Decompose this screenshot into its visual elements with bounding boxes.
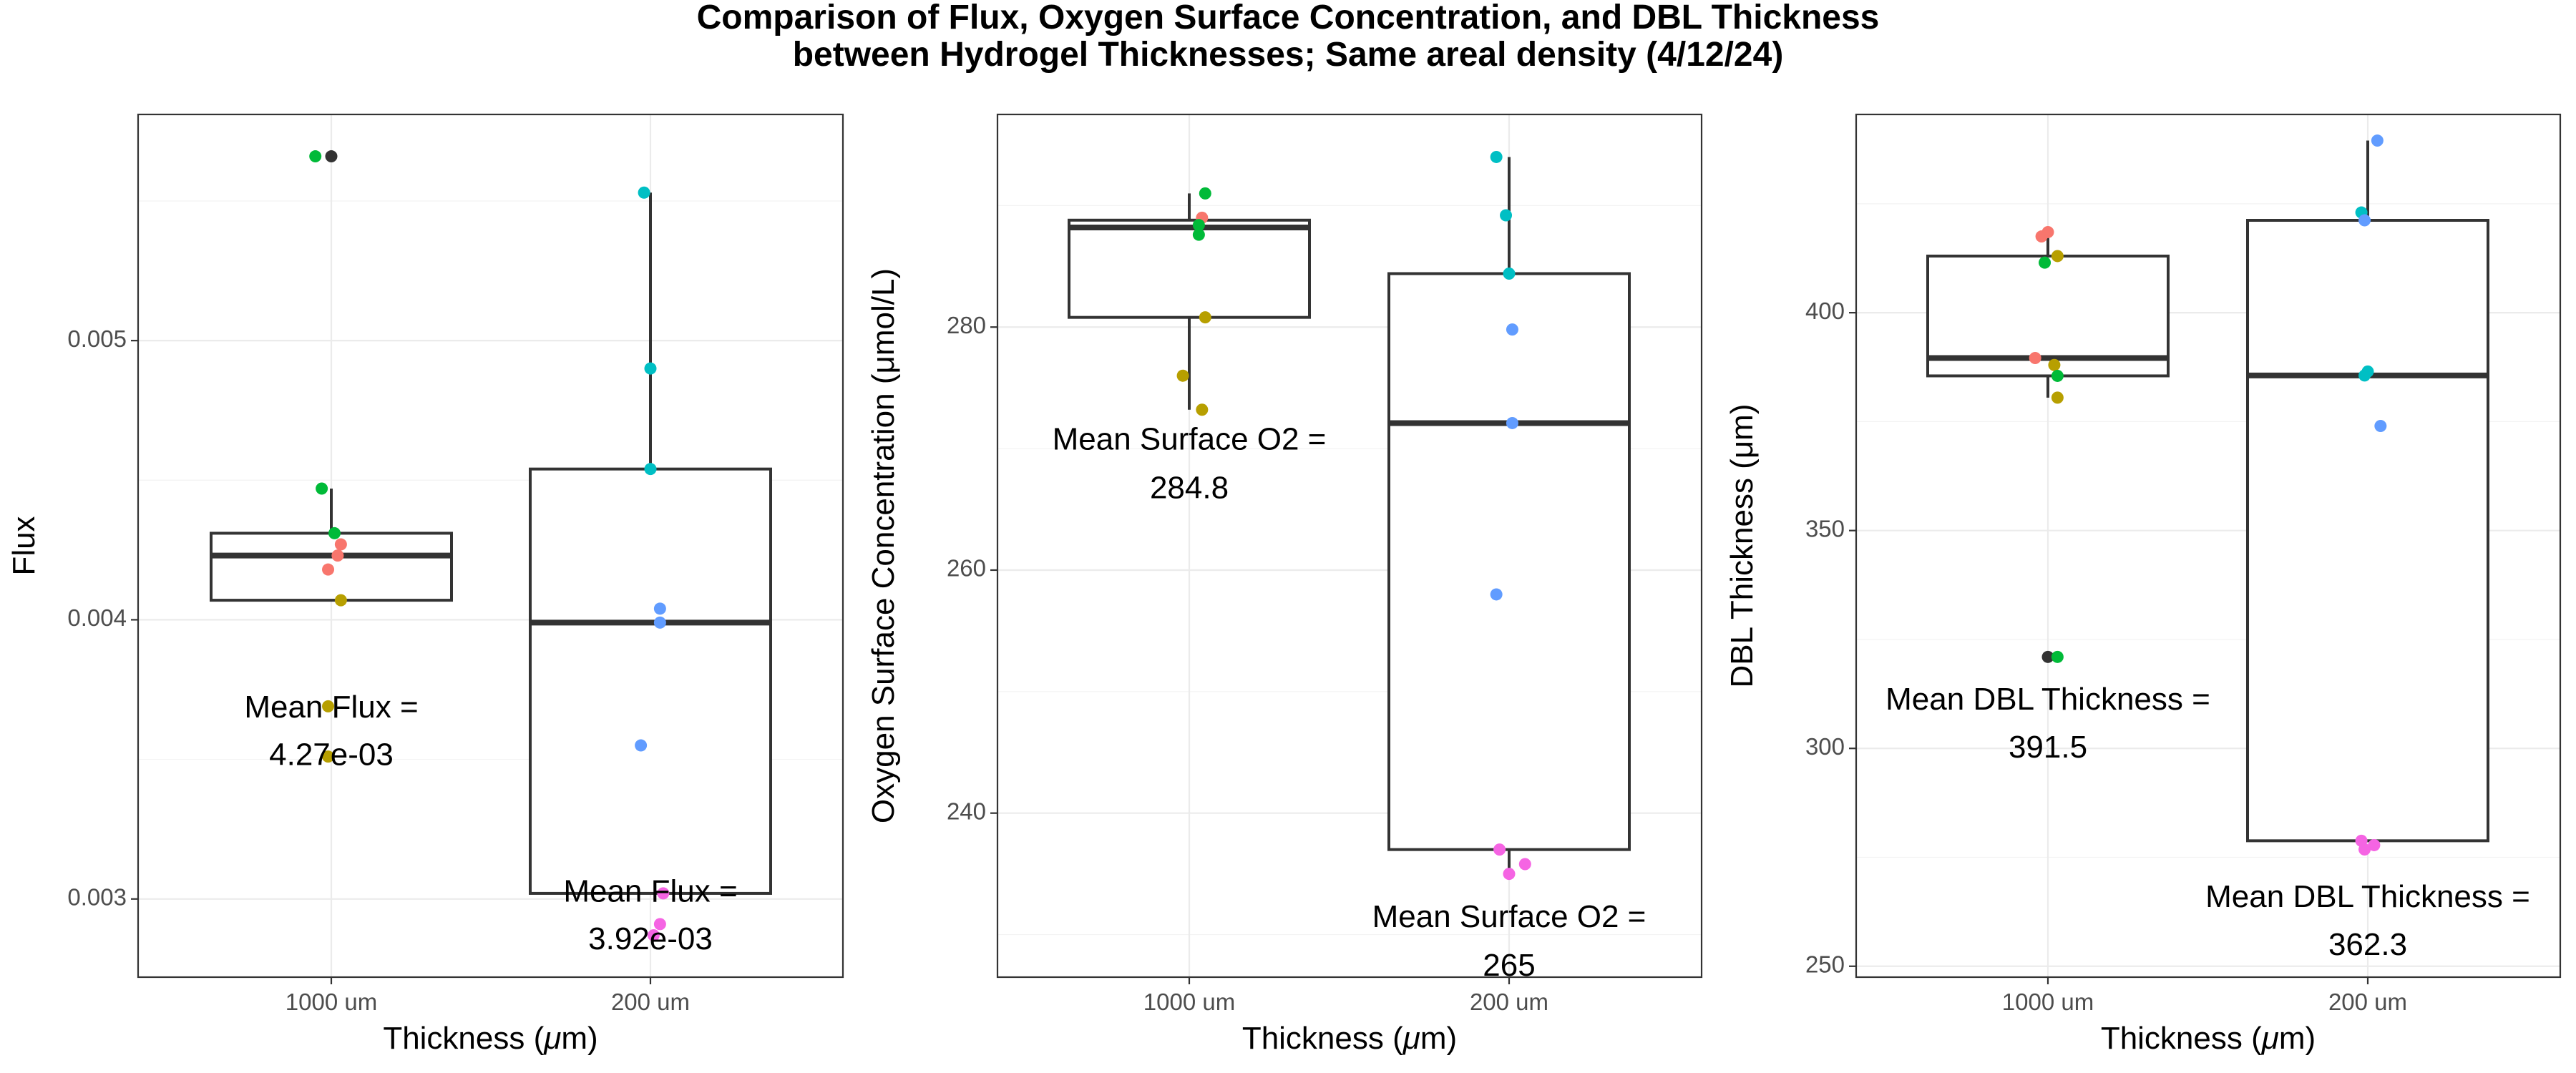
data-point-15 bbox=[635, 739, 648, 752]
y-tick-label-0: 0.003 bbox=[67, 883, 127, 910]
data-point-5 bbox=[331, 549, 344, 562]
data-point-1 bbox=[325, 150, 338, 163]
data-point-6 bbox=[2051, 369, 2064, 382]
data-point-15 bbox=[1503, 868, 1516, 881]
x-axis-title: Thickness (μm) bbox=[383, 1021, 597, 1056]
box-0 bbox=[1068, 218, 1311, 319]
chart-panel-1: Mean Flux = 4.27e-03 Mean Flux = 3.92e-03 0.… bbox=[6, 113, 844, 1056]
annotation-mean-label-0: Mean Surface O2 = bbox=[1053, 422, 1327, 457]
data-point-7 bbox=[1490, 150, 1503, 163]
y-tick-label-2: 350 bbox=[1805, 515, 1845, 542]
data-point-9 bbox=[1503, 268, 1516, 280]
data-point-6 bbox=[322, 563, 335, 576]
x-tick-label-0: 1000 um bbox=[2002, 989, 2094, 1015]
data-point-13 bbox=[653, 602, 666, 615]
data-point-7 bbox=[334, 594, 347, 607]
y-axis-title: DBL Thickness (μm) bbox=[1724, 404, 1760, 688]
x-axis-title: Thickness (μm) bbox=[2101, 1021, 2316, 1056]
data-point-5 bbox=[1176, 369, 1189, 382]
data-point-14 bbox=[1518, 858, 1531, 871]
data-point-8 bbox=[2041, 650, 2054, 663]
x-axis-title: Thickness (μm) bbox=[1242, 1021, 1457, 1056]
data-point-17 bbox=[653, 918, 666, 931]
panel-border bbox=[1855, 113, 2562, 979]
data-point-16 bbox=[657, 887, 670, 900]
data-point-15 bbox=[2374, 420, 2387, 432]
data-point-2 bbox=[316, 482, 328, 495]
data-point-14 bbox=[653, 616, 666, 629]
data-point-4 bbox=[334, 538, 347, 551]
annotation-mean-value-1: 362.3 bbox=[2328, 927, 2407, 962]
data-point-2 bbox=[2051, 250, 2064, 263]
y-tick-label-1: 0.004 bbox=[67, 604, 127, 631]
chart-panel-3: Mean DBL Thickness = 391.5 Mean DBL Thickn… bbox=[1724, 113, 2562, 1056]
data-point-9 bbox=[322, 750, 335, 763]
x-tick-label-1: 200 um bbox=[2328, 989, 2407, 1015]
data-point-18 bbox=[2358, 843, 2371, 856]
data-point-1 bbox=[2035, 230, 2048, 243]
y-axis-title: Flux bbox=[6, 516, 42, 575]
data-point-13 bbox=[1493, 843, 1506, 856]
data-point-2 bbox=[1192, 219, 1205, 232]
data-point-18 bbox=[647, 929, 660, 941]
box-1 bbox=[2246, 219, 2489, 843]
data-point-3 bbox=[2039, 256, 2051, 269]
y-tick-label-3: 400 bbox=[1805, 298, 1845, 324]
data-point-14 bbox=[2358, 369, 2371, 382]
figure-title-line2: between Hydrogel Thicknesses; Same areal… bbox=[793, 36, 1784, 74]
panel-border bbox=[996, 113, 1703, 979]
data-point-3 bbox=[328, 526, 341, 539]
chart-panel-2: Mean Surface O2 = 284.8 Mean Surface O2 = 2… bbox=[866, 113, 1703, 1056]
data-point-5 bbox=[2048, 358, 2061, 371]
data-point-12 bbox=[2358, 214, 2371, 227]
y-tick-label-2: 280 bbox=[947, 312, 986, 338]
x-tick-label-1: 200 um bbox=[611, 989, 690, 1015]
box-1 bbox=[1387, 272, 1631, 851]
data-point-8 bbox=[322, 700, 335, 712]
data-point-10 bbox=[638, 186, 650, 199]
y-tick-label-0: 250 bbox=[1805, 951, 1845, 977]
y-tick-label-1: 300 bbox=[1805, 733, 1845, 760]
data-point-7 bbox=[2051, 391, 2064, 404]
data-point-12 bbox=[1490, 588, 1503, 601]
chart-panels: Mean Flux = 4.27e-03 Mean Flux = 3.92e-03 0.… bbox=[6, 113, 2562, 1056]
annotation-mean-value-0: 4.27e-03 bbox=[269, 737, 394, 772]
annotation-mean-label-1: Mean Flux = bbox=[563, 874, 737, 909]
data-point-11 bbox=[1506, 416, 1518, 429]
data-point-9 bbox=[2051, 650, 2064, 663]
x-tick-label-0: 1000 um bbox=[1143, 989, 1235, 1015]
annotation-mean-label-1: Mean Surface O2 = bbox=[1372, 899, 1646, 934]
data-point-3 bbox=[1192, 228, 1205, 241]
box-1 bbox=[529, 467, 772, 895]
annotation-mean-label-0: Mean Flux = bbox=[244, 690, 418, 725]
data-point-0 bbox=[1199, 187, 1211, 200]
figure-title-line1: Comparison of Flux, Oxygen Surface Conce… bbox=[697, 0, 1880, 36]
annotation-mean-value-1: 3.92e-03 bbox=[588, 921, 713, 956]
data-point-17 bbox=[2368, 838, 2381, 851]
annotation-mean-value-0: 391.5 bbox=[2009, 730, 2087, 765]
x-tick-label-1: 200 um bbox=[1470, 989, 1548, 1015]
data-point-4 bbox=[2029, 351, 2041, 364]
annotation-mean-value-0: 284.8 bbox=[1150, 470, 1229, 505]
data-point-0 bbox=[309, 150, 322, 163]
annotation-mean-label-1: Mean DBL Thickness = bbox=[2205, 879, 2530, 914]
y-tick-label-1: 260 bbox=[947, 555, 986, 582]
y-tick-label-0: 240 bbox=[947, 798, 986, 824]
y-tick-label-2: 0.005 bbox=[67, 325, 127, 352]
panel-border bbox=[137, 113, 844, 979]
y-axis-title: Oxygen Surface Concentration (μmol/L) bbox=[866, 268, 901, 823]
data-point-8 bbox=[1500, 209, 1513, 222]
data-point-10 bbox=[2371, 134, 2384, 147]
x-tick-label-0: 1000 um bbox=[286, 989, 377, 1015]
annotation-mean-label-0: Mean DBL Thickness = bbox=[1885, 682, 2210, 717]
data-point-12 bbox=[644, 463, 657, 476]
data-point-10 bbox=[1506, 323, 1518, 336]
data-point-4 bbox=[1199, 311, 1211, 324]
data-point-11 bbox=[644, 362, 657, 375]
data-point-6 bbox=[1196, 403, 1209, 416]
